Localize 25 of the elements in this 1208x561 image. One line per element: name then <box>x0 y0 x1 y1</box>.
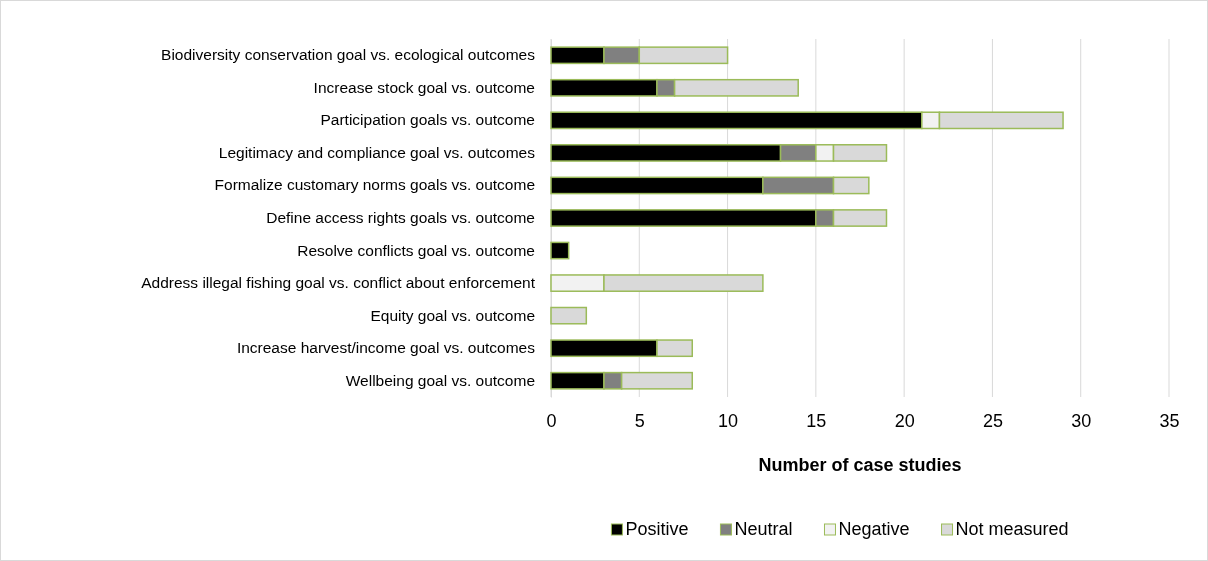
x-tick-label: 35 <box>1159 410 1180 431</box>
x-tick-label: 25 <box>982 410 1003 431</box>
legend-label: Negative <box>838 519 910 539</box>
y-tick-label: Resolve conflicts goal vs. outcome <box>297 241 535 259</box>
y-tick-label: Biodiversity conservation goal vs. ecological outcomes <box>161 46 536 64</box>
y-tick-label: Wellbeing goal vs. outcome <box>345 371 535 389</box>
y-tick-label: Increase harvest/income goal vs. outcomes <box>236 339 536 357</box>
y-tick-label: Equity goal vs. outcome <box>370 306 535 324</box>
y-tick-label: Formalize customary norms goals vs. outcome <box>214 176 535 194</box>
x-axis-title: Number of case studies <box>758 455 962 475</box>
x-tick-label: 0 <box>546 410 557 431</box>
x-tick-label: 15 <box>806 410 827 431</box>
y-tick-label: Address illegal fishing goal vs. conflict about enforcement <box>141 274 536 292</box>
legend-label: Positive <box>625 519 689 539</box>
x-tick-label: 5 <box>634 410 645 431</box>
y-tick-label: Legitimacy and compliance goal vs. outcomes <box>218 143 536 161</box>
y-tick-label: Define access rights goals vs. outcome <box>266 208 535 226</box>
y-tick-label: Increase stock goal vs. outcome <box>313 78 535 96</box>
legend-label: Neutral <box>734 519 793 539</box>
bar <box>550 241 570 260</box>
y-tick-label: Participation goals vs. outcome <box>320 111 535 129</box>
x-tick-label: 10 <box>718 410 739 431</box>
x-tick-label: 20 <box>894 410 915 431</box>
x-tick-label: 30 <box>1071 410 1092 431</box>
legend-label: Not measured <box>955 519 1069 539</box>
